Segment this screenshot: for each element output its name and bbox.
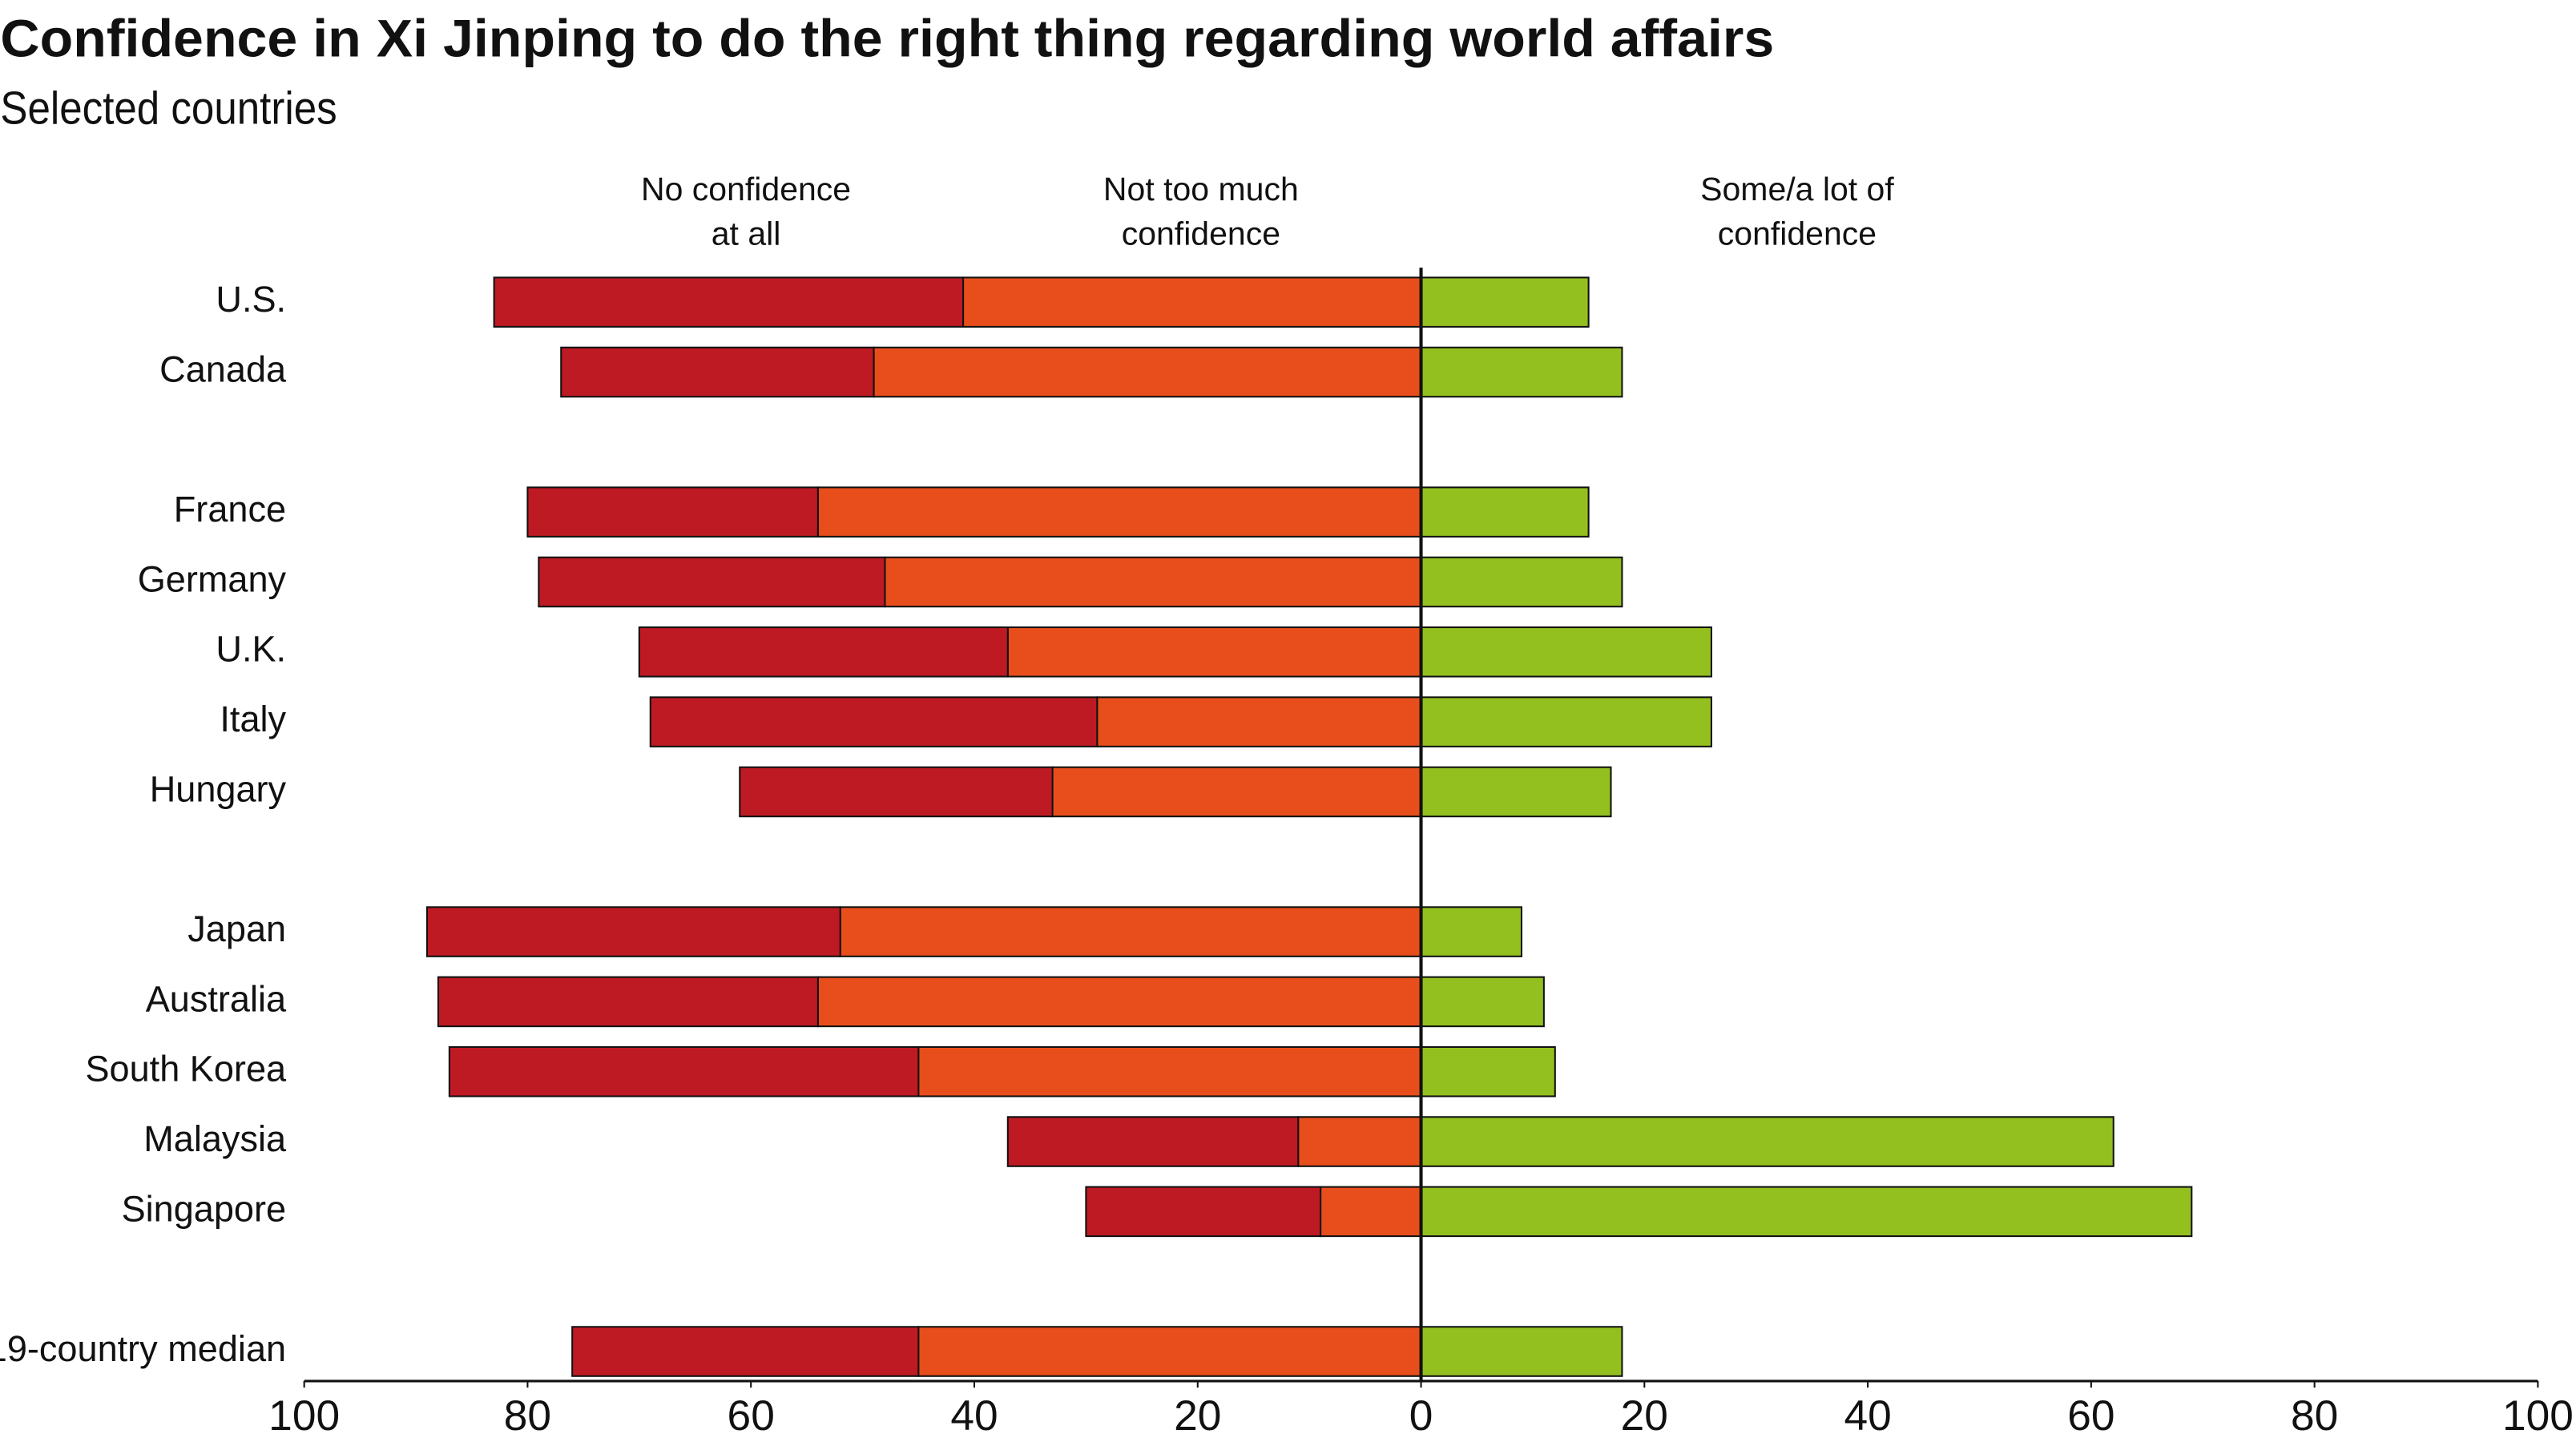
bar-segment — [1051, 766, 1422, 818]
bar-segment — [1085, 1186, 1322, 1238]
bar-segment — [1297, 1116, 1422, 1167]
bar-segment — [917, 1326, 1422, 1377]
bar-segment — [493, 276, 965, 328]
bar-segment — [873, 346, 1422, 398]
y-tick-label: U.K. — [216, 629, 286, 670]
bar-segment — [884, 556, 1422, 608]
x-tick-label: 20 — [1174, 1392, 1221, 1440]
y-tick-label: U.S. — [216, 279, 286, 320]
chart-subtitle: Selected countries — [0, 83, 337, 135]
bar-segment — [839, 906, 1422, 957]
y-tick-label: South Korea — [85, 1049, 287, 1090]
x-tick-label: 60 — [728, 1392, 775, 1440]
bar-segment — [1320, 1186, 1422, 1238]
bar-segment — [649, 696, 1099, 747]
bar-segment — [1420, 906, 1523, 957]
bar-segment — [1096, 696, 1422, 747]
y-tick-label: Singapore — [122, 1188, 287, 1229]
bar-segment — [638, 626, 1009, 678]
bar-segment — [1420, 626, 1712, 678]
y-tick-label: 19-country median — [0, 1328, 286, 1369]
legend-entry: No confidence at all — [640, 172, 852, 253]
bar-segment — [425, 906, 841, 957]
bar-segment — [1420, 1045, 1556, 1098]
legend-label: Some/a lot of confidence — [1700, 172, 1894, 253]
bar-segment — [526, 486, 819, 538]
bar-segment — [560, 346, 875, 398]
bar-segment — [1006, 1116, 1300, 1167]
y-tick-label: Italy — [220, 699, 286, 739]
bar-segment — [1420, 1116, 2114, 1167]
y-tick-label: Hungary — [150, 768, 287, 809]
x-tick-label: 60 — [2067, 1392, 2114, 1440]
y-tick-label: Canada — [159, 348, 287, 389]
y-tick-label: Germany — [138, 558, 287, 599]
bar-segment — [1420, 346, 1623, 398]
x-tick-label: 80 — [504, 1392, 551, 1440]
legend-entry: Not too much confidence — [1103, 172, 1299, 253]
bar-segment — [1420, 976, 1545, 1028]
legend-entry: Some/a lot of confidence — [1700, 172, 1894, 253]
bar-segment — [1006, 626, 1422, 678]
legend-label: Not too much confidence — [1103, 172, 1299, 253]
bar-segment — [571, 1326, 920, 1377]
bar-segment — [1420, 1326, 1623, 1377]
y-tick-label: Japan — [187, 908, 286, 949]
x-tick-label: 100 — [2502, 1392, 2574, 1440]
bar-segment — [816, 486, 1422, 538]
bar-segment — [1420, 556, 1623, 608]
bar-segment — [1420, 486, 1590, 538]
legend-label: No confidence at all — [640, 172, 852, 253]
bar-segment — [962, 276, 1422, 328]
bar-segment — [816, 976, 1422, 1028]
y-tick-label: France — [174, 489, 286, 530]
bar-segment — [739, 766, 1054, 818]
x-tick-label: 40 — [950, 1392, 998, 1440]
chart-title: Confidence in Xi Jinping to do the right… — [0, 10, 1774, 68]
x-tick-label: 20 — [1621, 1392, 1668, 1440]
x-tick-label: 0 — [1409, 1392, 1433, 1440]
bar-segment — [1420, 276, 1590, 328]
y-tick-label: Malaysia — [143, 1118, 287, 1159]
bar-segment — [1420, 1186, 2193, 1238]
x-tick-label: 40 — [1844, 1392, 1891, 1440]
bar-segment — [1420, 696, 1712, 747]
x-tick-label: 100 — [268, 1392, 340, 1440]
y-tick-label: Australia — [146, 978, 287, 1019]
x-tick-label: 80 — [2291, 1392, 2338, 1440]
bar-segment — [538, 556, 886, 608]
bar-segment — [1420, 766, 1612, 818]
bar-segment — [448, 1045, 920, 1098]
bar-segment — [437, 976, 819, 1028]
bar-segment — [917, 1045, 1422, 1098]
